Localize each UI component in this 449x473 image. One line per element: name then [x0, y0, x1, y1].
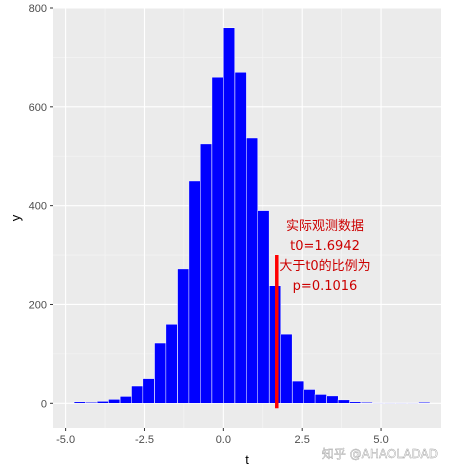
histogram-bar — [383, 402, 396, 404]
histogram-bar — [406, 402, 419, 404]
histogram-bar — [96, 401, 109, 404]
y-axis-title: y — [8, 214, 23, 221]
histogram-bar — [200, 143, 212, 404]
x-tick-label: 2.5 — [295, 434, 310, 446]
annotation-line: 大于t0的比例为 — [279, 258, 370, 274]
histogram-bar — [246, 137, 259, 404]
x-axis: -5.0 -2.5 0.0 2.5 5.0 — [56, 428, 389, 446]
watermark-text: 知乎 @AHAOLADAD — [322, 447, 438, 461]
histogram-bar — [360, 402, 373, 404]
histogram-bar — [314, 394, 327, 404]
y-tick-label: 400 — [29, 201, 47, 213]
x-tick-label: 5.0 — [373, 434, 388, 446]
histogram-bar — [119, 396, 132, 404]
histogram-bar — [292, 380, 305, 404]
histogram-bar — [131, 385, 144, 404]
x-axis-title: t — [245, 452, 249, 467]
histogram-bar — [154, 342, 167, 404]
histogram-bar — [142, 378, 155, 404]
histogram-bar — [418, 402, 431, 404]
histogram-bar — [280, 333, 293, 404]
annotation-line: t0=1.6942 — [290, 239, 360, 254]
histogram-bar — [211, 76, 224, 404]
y-tick-label: 600 — [29, 102, 47, 114]
annotation: 实际观测数据 t0=1.6942 大于t0的比例为 p=0.1016 — [279, 219, 370, 294]
histogram-bar — [165, 323, 178, 404]
x-tick-label: -5.0 — [56, 434, 75, 446]
y-tick-label: 0 — [41, 398, 47, 410]
histogram-bar — [303, 389, 316, 404]
histogram-bar — [326, 395, 339, 404]
histogram-bar — [223, 27, 236, 404]
histogram-bar — [234, 71, 247, 404]
y-axis: 0 200 400 600 800 — [29, 3, 53, 410]
histogram-bar — [257, 210, 270, 404]
histogram-bar — [188, 180, 201, 404]
histogram-bar — [337, 399, 350, 404]
histogram-bar — [395, 402, 408, 404]
histogram-bar — [85, 402, 98, 404]
histogram-bar — [108, 399, 121, 404]
y-tick-label: 200 — [29, 299, 47, 311]
y-tick-label: 800 — [29, 3, 47, 15]
annotation-line: p=0.1016 — [293, 279, 358, 294]
annotation-line: 实际观测数据 — [286, 219, 364, 234]
histogram-bar — [177, 268, 190, 404]
x-tick-label: 0.0 — [216, 434, 231, 446]
histogram-bar — [73, 401, 86, 404]
histogram-bar — [372, 402, 385, 404]
histogram-bar — [349, 401, 362, 404]
x-tick-label: -2.5 — [135, 434, 154, 446]
